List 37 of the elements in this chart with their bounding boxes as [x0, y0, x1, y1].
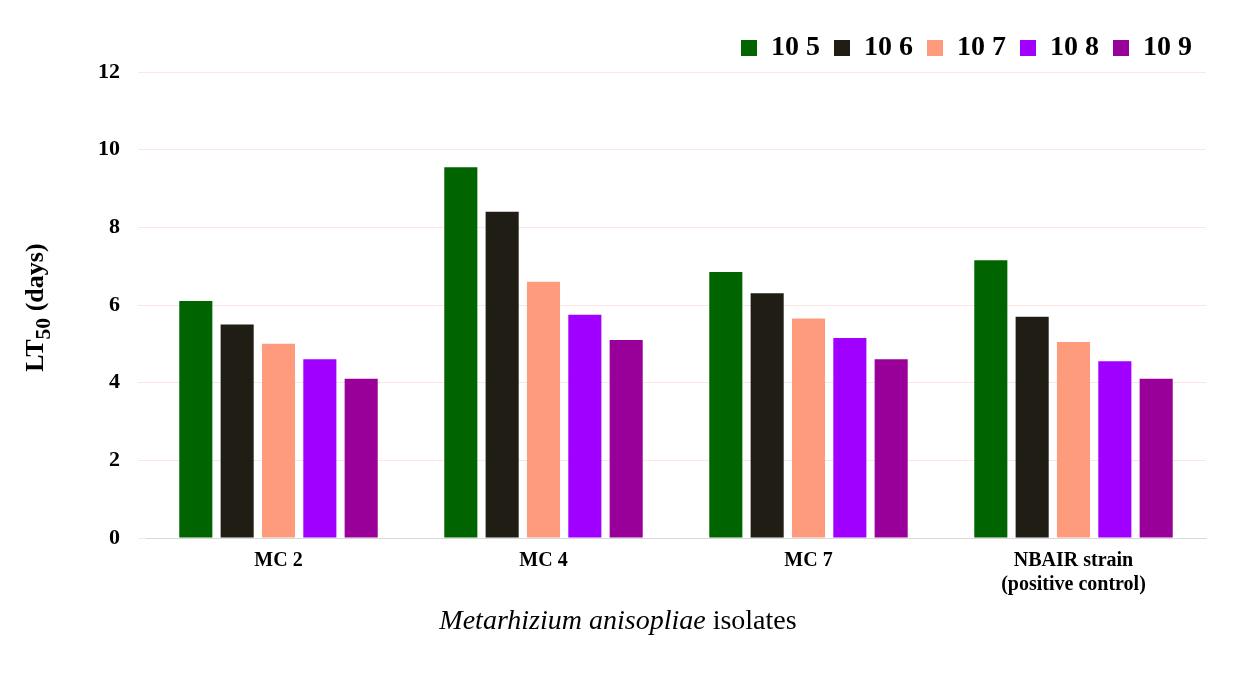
bar	[974, 260, 1008, 538]
bar	[1015, 316, 1049, 538]
bar	[568, 314, 602, 538]
y-tick-label: 4	[109, 368, 120, 394]
legend-label: 10 7	[957, 30, 1006, 62]
bar	[709, 271, 743, 538]
bar	[444, 167, 478, 538]
x-tick-label: MC 2	[254, 548, 303, 571]
y-tick-label: 10	[98, 135, 120, 161]
y-tick-label: 6	[109, 290, 120, 316]
bar	[833, 338, 867, 538]
legend-label: 10 6	[864, 30, 913, 62]
bar	[791, 318, 826, 538]
bar	[344, 378, 378, 538]
x-axis-title: Metarhizium anisopliae isolates	[438, 604, 798, 636]
bar	[750, 293, 784, 538]
y-tick-label: 0	[109, 523, 120, 549]
legend-label: 10 9	[1143, 30, 1192, 62]
bar	[303, 359, 337, 538]
bar	[1098, 361, 1132, 538]
y-tick-label: 12	[98, 57, 120, 83]
x-tick-label: MC 4	[519, 548, 568, 571]
bar	[261, 343, 296, 538]
x-tick-label: MC 7	[784, 548, 833, 571]
bar	[220, 324, 254, 538]
bar	[609, 339, 643, 538]
bar	[179, 301, 213, 538]
legend-label: 10 5	[771, 30, 820, 62]
x-tick-label: NBAIR strain (positive control)	[1001, 548, 1146, 596]
bar	[1056, 341, 1091, 538]
y-tick-label: 2	[109, 446, 120, 472]
bar	[874, 359, 908, 538]
bar	[485, 211, 519, 538]
y-tick-label: 8	[109, 213, 120, 239]
bar	[526, 281, 561, 538]
bar	[1139, 378, 1173, 538]
legend-label: 10 8	[1050, 30, 1099, 62]
